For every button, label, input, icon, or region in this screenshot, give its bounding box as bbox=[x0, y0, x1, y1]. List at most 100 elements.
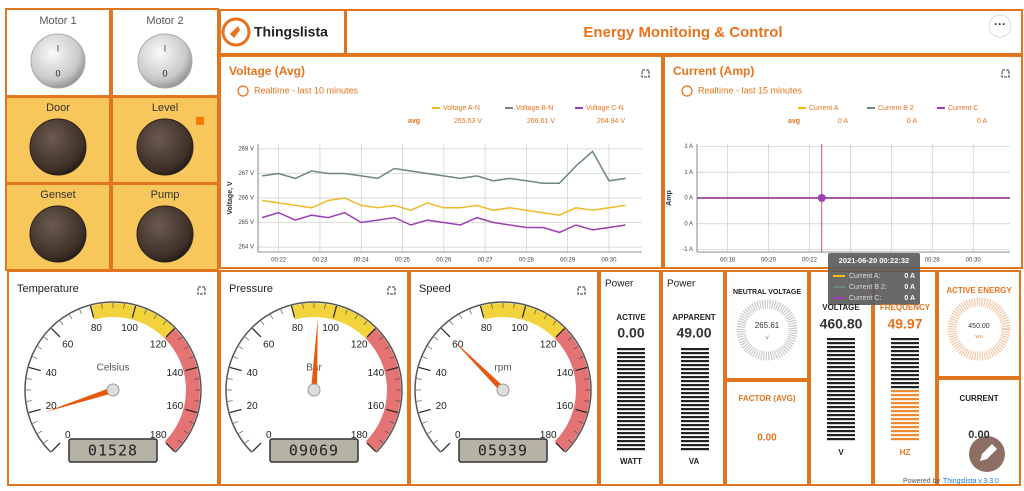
legend-avg-label: avg bbox=[788, 118, 800, 125]
meter-stripe bbox=[617, 356, 645, 359]
expand-icon[interactable] bbox=[1001, 69, 1010, 78]
badge bbox=[196, 117, 204, 125]
gauge-tick-label: 120 bbox=[540, 339, 557, 350]
expand-icon[interactable] bbox=[577, 286, 586, 295]
gauge-band bbox=[365, 328, 401, 452]
gauge-tick-label: 60 bbox=[62, 339, 74, 350]
clock-icon bbox=[237, 85, 249, 97]
gauge-minor-tick bbox=[101, 303, 103, 309]
meter-stripe bbox=[617, 400, 645, 403]
lamp bbox=[136, 205, 194, 263]
gauge-minor-tick bbox=[227, 378, 233, 380]
x-tick-label: 00:22 bbox=[802, 258, 818, 264]
meter-stripe bbox=[681, 356, 709, 359]
gauge-title: Pressure bbox=[229, 283, 273, 295]
switch-on: I bbox=[57, 43, 60, 53]
switch-on: I bbox=[164, 43, 167, 53]
gauge-minor-tick bbox=[567, 439, 573, 444]
gauge-tick bbox=[366, 442, 376, 452]
meter-stripe bbox=[617, 364, 645, 367]
expand-icon[interactable] bbox=[197, 286, 206, 295]
meter-panel bbox=[661, 270, 725, 486]
gauge-minor-tick bbox=[389, 356, 395, 359]
gauge-tick bbox=[555, 328, 565, 338]
x-tick-label: 00:20 bbox=[761, 258, 777, 264]
gauge-minor-tick bbox=[153, 314, 157, 320]
gauge-minor-tick bbox=[238, 430, 244, 434]
meter-stripe bbox=[891, 414, 919, 417]
menu-icon[interactable]: ··· bbox=[994, 17, 1006, 31]
tooltip-value: 0 A bbox=[904, 295, 915, 302]
meter-stripe bbox=[681, 360, 709, 363]
gauge-needle bbox=[44, 387, 114, 413]
gauge-minor-tick bbox=[123, 303, 125, 309]
meter-stripe bbox=[827, 378, 855, 381]
meter-text: V bbox=[838, 448, 844, 457]
meter-stripe bbox=[891, 406, 919, 409]
gauge-minor-tick bbox=[162, 320, 167, 326]
x-tick-label: 00:27 bbox=[478, 258, 494, 264]
gauge-minor-tick bbox=[188, 421, 194, 424]
gauge-minor-tick bbox=[144, 309, 147, 315]
gauge-tick bbox=[229, 408, 242, 414]
gauge-band bbox=[554, 328, 590, 452]
meter-stripe bbox=[891, 430, 919, 433]
gauge-minor-tick bbox=[354, 314, 358, 320]
expand-icon[interactable] bbox=[641, 69, 650, 78]
meter-stripe bbox=[891, 410, 919, 413]
meter-text: 0.00 bbox=[617, 325, 644, 341]
chart-panel bbox=[219, 55, 663, 269]
meter-stripe bbox=[827, 338, 855, 341]
gauge-tick-label: 80 bbox=[91, 323, 103, 334]
meter-text: 450.00 bbox=[968, 323, 990, 330]
gauge-title: Temperature bbox=[17, 283, 79, 295]
meter-stripe bbox=[681, 368, 709, 371]
meter-stripe bbox=[891, 386, 919, 389]
y-axis-label: Amp bbox=[666, 190, 673, 206]
legend-avg: 266.61 V bbox=[527, 118, 555, 125]
gauge-minor-tick bbox=[302, 303, 304, 309]
gauge-face bbox=[24, 301, 202, 453]
gauge-tick bbox=[418, 408, 431, 414]
gauge-tick bbox=[441, 328, 451, 338]
x-tick-label: 00:18 bbox=[720, 258, 736, 264]
legend-name: Voltage A-N bbox=[443, 105, 480, 112]
gauge-minor-tick bbox=[573, 430, 579, 434]
gauge-title: Speed bbox=[419, 283, 451, 295]
meter-text: VOLTAGE bbox=[822, 303, 860, 312]
meter-stripe bbox=[617, 376, 645, 379]
lamp-label: Genset bbox=[40, 189, 75, 201]
x-tick-label: 00:25 bbox=[395, 258, 411, 264]
meter-stripe bbox=[827, 382, 855, 385]
meter-panel bbox=[725, 270, 809, 380]
gauge-minor-tick bbox=[395, 378, 401, 380]
gauge-minor-tick bbox=[573, 346, 579, 350]
meter-text: 0.00 bbox=[757, 433, 777, 444]
gauge-minor-tick bbox=[363, 320, 368, 326]
meter-stripe bbox=[891, 426, 919, 429]
gauge-minor-tick bbox=[416, 400, 422, 402]
meter-stripe bbox=[827, 418, 855, 421]
meter-stripe bbox=[617, 448, 645, 451]
meter-stripe bbox=[617, 412, 645, 415]
gauge-minor-tick bbox=[534, 309, 537, 315]
tooltip-value: 0 A bbox=[904, 284, 915, 291]
gauge-minor-tick bbox=[233, 421, 239, 424]
y-axis-label: Voltage, V bbox=[227, 181, 234, 215]
meter-stripe bbox=[617, 396, 645, 399]
meter-title: Power bbox=[605, 279, 634, 290]
gauge-hub bbox=[496, 383, 510, 397]
lamp bbox=[29, 118, 87, 176]
meter-stripe bbox=[827, 394, 855, 397]
menu-button[interactable] bbox=[988, 14, 1012, 38]
edit-icon[interactable] bbox=[980, 444, 997, 461]
gauge-minor-tick bbox=[427, 346, 433, 350]
switch-knob[interactable] bbox=[30, 33, 86, 89]
meter-stripe bbox=[891, 390, 919, 393]
meter-stripe bbox=[827, 362, 855, 365]
meter-stripe bbox=[891, 402, 919, 405]
switch-knob[interactable] bbox=[137, 33, 193, 89]
x-tick-label: 00:23 bbox=[312, 258, 328, 264]
gauge-minor-tick bbox=[194, 378, 200, 380]
expand-icon[interactable] bbox=[387, 286, 396, 295]
